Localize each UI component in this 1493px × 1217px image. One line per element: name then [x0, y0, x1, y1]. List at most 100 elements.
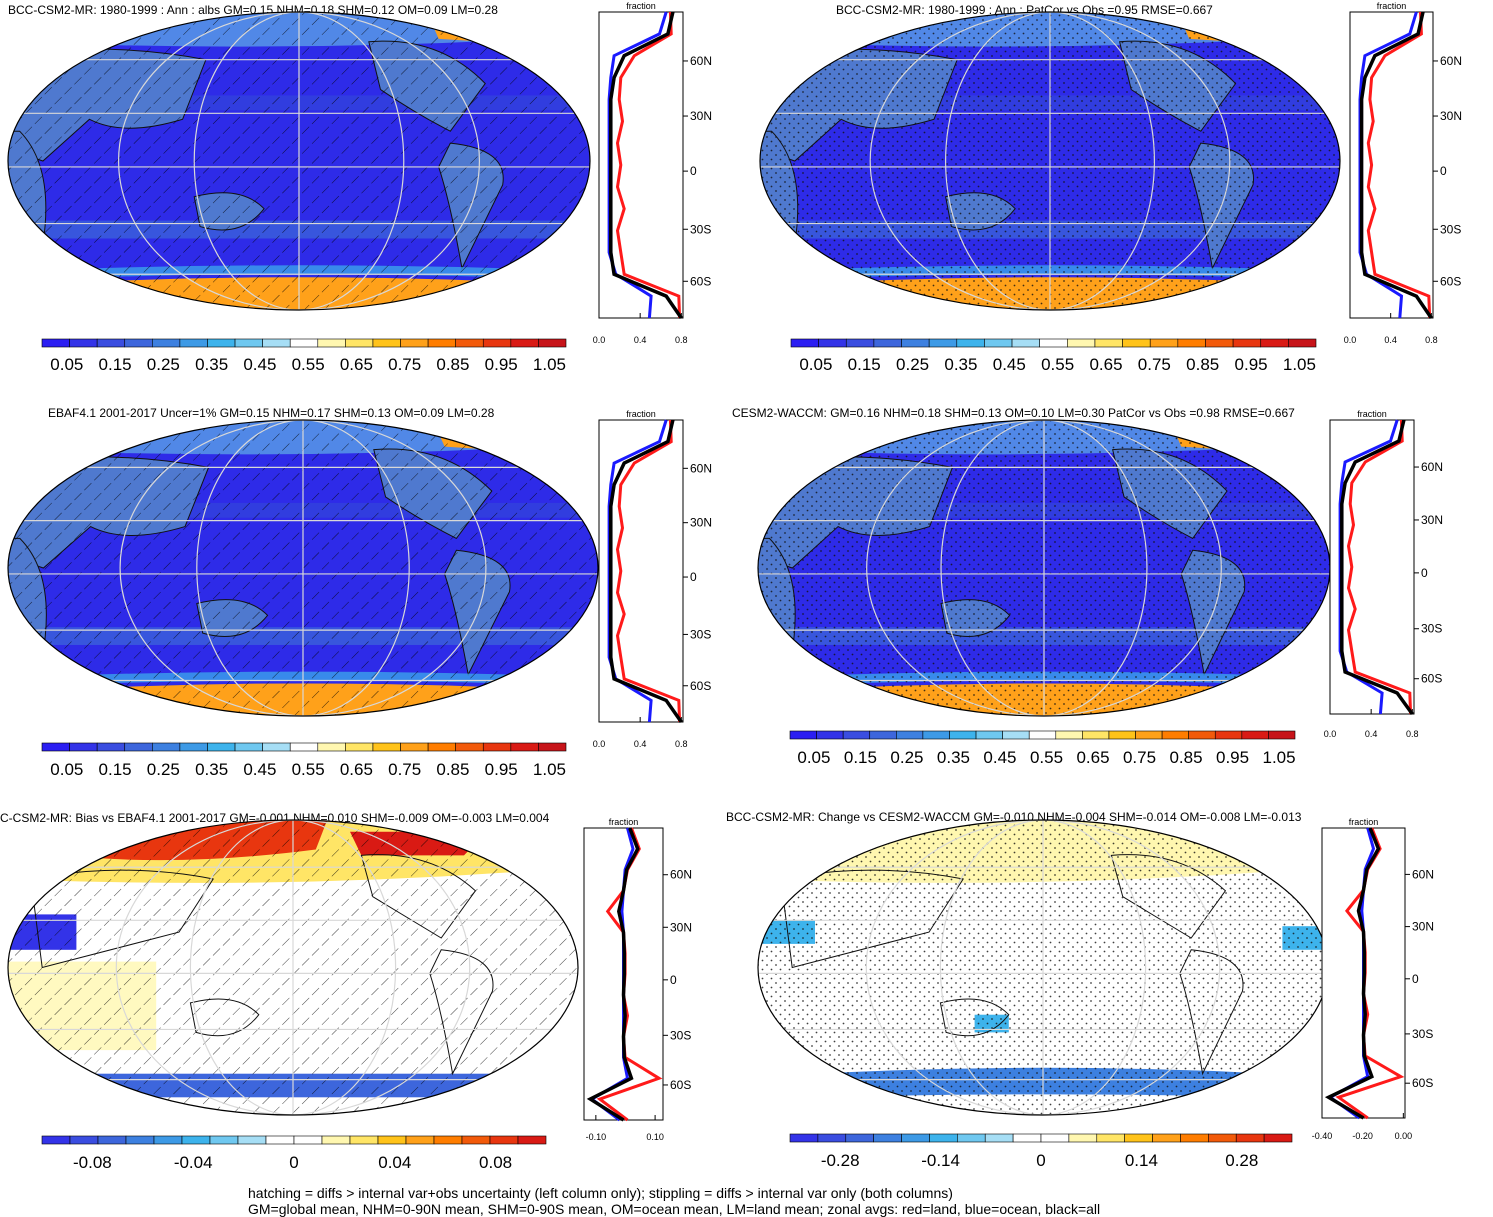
- colorbar-swatch: [1067, 338, 1096, 348]
- footer-line-legend: GM=global mean, NHM=0-90N mean, SHM=0-90…: [248, 1201, 1101, 1217]
- map-panel-2: [759, 11, 1341, 311]
- colorbar-tick-label: 0.28: [1225, 1151, 1258, 1170]
- latitude-label: 0: [690, 570, 697, 584]
- colorbar-swatch: [400, 742, 429, 752]
- profile-x-tick-label: -0.20: [1352, 1131, 1373, 1141]
- profile-axis-title: fraction: [609, 817, 639, 827]
- latitude-label: 60N: [1412, 867, 1434, 881]
- colorbar-swatch: [377, 1135, 407, 1145]
- map-panel-6: [757, 819, 1329, 1116]
- colorbar-swatch: [790, 338, 819, 348]
- footer-line-hatching: hatching = diffs > internal var+obs unce…: [248, 1185, 953, 1201]
- latitude-label: 0: [1421, 566, 1428, 580]
- colorbar-swatch: [1288, 338, 1317, 348]
- zonal-profile-5: fraction 60N 30N 0 30S 60S -0.10 0.10: [583, 817, 692, 1142]
- colorbar-swatch: [984, 338, 1013, 348]
- latitude-label: 30S: [690, 222, 711, 236]
- latitude-label: 60S: [1421, 672, 1442, 686]
- profile-x-tick-label: 0.0: [593, 739, 606, 749]
- colorbar-swatch: [1152, 1133, 1181, 1143]
- latitude-label: 30S: [670, 1028, 691, 1042]
- colorbar-swatch: [234, 742, 263, 752]
- colorbar-tick-label: 0.25: [896, 355, 929, 374]
- profile-x-tick-label: -0.10: [586, 1132, 607, 1142]
- profile-x-tick-label: 0.4: [634, 335, 647, 345]
- colorbar-swatch: [372, 742, 401, 752]
- colorbar-tick-label: 0.08: [479, 1153, 512, 1172]
- zonal-profile-2: fraction 60N 30N 0 30S 60S 0.0 0.4 0.8: [1344, 1, 1462, 345]
- colorbar-swatch: [949, 730, 977, 740]
- colorbar-swatch: [510, 338, 539, 348]
- colorbar-swatch: [1002, 730, 1030, 740]
- colorbar-tick-label: 0.35: [937, 748, 970, 767]
- colorbar-swatch: [1188, 730, 1216, 740]
- colorbar-tick-label: 0.45: [993, 355, 1026, 374]
- colorbar-swatch: [1011, 338, 1040, 348]
- latitude-label: 60N: [690, 54, 712, 68]
- colorbar-swatch: [1232, 338, 1262, 348]
- colorbar-swatch: [153, 1135, 183, 1145]
- colorbar-swatch: [984, 1133, 1014, 1143]
- profile-x-tick-label: 0.0: [1324, 729, 1337, 739]
- colorbar-swatch: [922, 730, 950, 740]
- colorbar-swatch: [289, 338, 319, 348]
- colorbar-swatch: [209, 1135, 239, 1145]
- colorbar-swatch: [842, 730, 871, 740]
- latitude-label: 0: [670, 973, 677, 987]
- colorbar-tick-label: 0.85: [436, 355, 469, 374]
- colorbar-swatch: [181, 1135, 211, 1145]
- colorbar-tick-label: 1.05: [533, 355, 566, 374]
- latitude-label: 60N: [1440, 54, 1462, 68]
- colorbar-swatch: [345, 338, 374, 348]
- colorbar-tick-label: 0: [1036, 1151, 1045, 1170]
- latitude-label: 30N: [690, 109, 712, 123]
- colorbar-tick-label: 0.65: [340, 760, 373, 779]
- colorbar-swatch: [929, 1133, 958, 1143]
- colorbar-swatch: [152, 742, 181, 752]
- colorbar-swatch: [873, 1133, 902, 1143]
- colorbar-swatch: [433, 1135, 463, 1145]
- all-zonal-mean: [1324, 827, 1381, 1120]
- colorbar-tick-label: -0.08: [73, 1153, 112, 1172]
- colorbar-swatch: [41, 338, 70, 348]
- colorbar-2: 0.05 0.15 0.25 0.35 0.45 0.55 0.65 0.75 0.85 0.95…: [790, 338, 1317, 374]
- colorbar-swatch: [289, 742, 319, 752]
- colorbar-swatch: [179, 338, 208, 348]
- colorbar-swatch: [317, 742, 346, 752]
- colorbar-swatch: [349, 1135, 379, 1145]
- colorbar-tick-label: 0.35: [944, 355, 977, 374]
- colorbar-swatch: [1241, 730, 1269, 740]
- land-zonal-mean: [1366, 11, 1432, 319]
- colorbar-swatch: [317, 338, 346, 348]
- colorbar-swatch: [461, 1135, 491, 1145]
- latitude-label: 60S: [670, 1078, 691, 1092]
- profile-axis-title: fraction: [1377, 1, 1407, 11]
- map-border: [7, 419, 599, 717]
- colorbar-swatch: [1068, 1133, 1098, 1143]
- colorbar-tick-label: 0.75: [1123, 748, 1156, 767]
- colorbar-tick-label: 0.15: [844, 748, 877, 767]
- colorbar-swatch: [69, 1135, 99, 1145]
- colorbar-swatch: [152, 338, 181, 348]
- latitude-label: 60N: [1421, 460, 1443, 474]
- profile-x-tick-label: 0.10: [646, 1132, 664, 1142]
- latitude-label: 30N: [1412, 920, 1434, 934]
- colorbar-tick-label: 0.85: [1169, 748, 1202, 767]
- colorbar-tick-label: -0.04: [174, 1153, 213, 1172]
- latitude-label: 30N: [670, 920, 692, 934]
- colorbar-swatch: [124, 742, 153, 752]
- colorbar-tick-label: 0.45: [243, 355, 276, 374]
- colorbar-swatch: [293, 1135, 323, 1145]
- colorbar-swatch: [1124, 1133, 1153, 1143]
- colorbar-swatch: [96, 742, 126, 752]
- colorbar-swatch: [1205, 338, 1234, 348]
- profile-axis-title: fraction: [626, 1, 656, 11]
- colorbar-tick-label: 0.75: [388, 760, 421, 779]
- colorbar-4: 0.05 0.15 0.25 0.35 0.45 0.55 0.65 0.75 0.85 0.95…: [789, 730, 1296, 767]
- colorbar-tick-label: 0.05: [799, 355, 832, 374]
- colorbar-swatch: [1149, 338, 1179, 348]
- colorbar-swatch: [207, 742, 236, 752]
- colorbar-tick-label: 0.15: [99, 355, 132, 374]
- colorbar-swatch: [372, 338, 401, 348]
